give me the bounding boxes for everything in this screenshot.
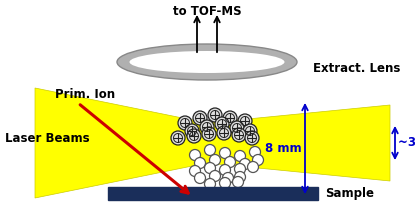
Circle shape bbox=[223, 111, 237, 125]
Circle shape bbox=[208, 108, 222, 122]
Circle shape bbox=[239, 159, 251, 169]
Circle shape bbox=[220, 165, 230, 176]
Circle shape bbox=[205, 178, 215, 190]
Circle shape bbox=[232, 176, 244, 188]
Text: Laser Beams: Laser Beams bbox=[5, 132, 90, 145]
Circle shape bbox=[234, 171, 246, 182]
Circle shape bbox=[234, 163, 246, 175]
Circle shape bbox=[202, 127, 216, 141]
Circle shape bbox=[190, 149, 200, 161]
Text: Sample: Sample bbox=[325, 186, 374, 200]
Ellipse shape bbox=[129, 51, 285, 73]
Text: Prim. Ion: Prim. Ion bbox=[55, 89, 115, 101]
Circle shape bbox=[195, 173, 205, 184]
Circle shape bbox=[205, 163, 215, 173]
Circle shape bbox=[245, 131, 259, 145]
Circle shape bbox=[252, 155, 264, 165]
Circle shape bbox=[190, 165, 200, 176]
Circle shape bbox=[243, 124, 257, 138]
Circle shape bbox=[185, 124, 199, 138]
Circle shape bbox=[230, 121, 244, 135]
Circle shape bbox=[205, 145, 215, 155]
Circle shape bbox=[232, 128, 246, 142]
Circle shape bbox=[215, 117, 229, 131]
Circle shape bbox=[200, 120, 214, 134]
Circle shape bbox=[249, 147, 261, 157]
Circle shape bbox=[220, 178, 230, 188]
Text: Extract. Lens: Extract. Lens bbox=[313, 62, 400, 74]
Circle shape bbox=[193, 111, 207, 125]
Circle shape bbox=[238, 114, 252, 128]
Text: 8 mm: 8 mm bbox=[265, 142, 302, 155]
Circle shape bbox=[178, 116, 192, 130]
Circle shape bbox=[225, 157, 235, 167]
Text: ~3 mm: ~3 mm bbox=[398, 136, 415, 149]
Circle shape bbox=[217, 126, 231, 140]
Circle shape bbox=[171, 131, 185, 145]
Polygon shape bbox=[35, 88, 390, 198]
Circle shape bbox=[195, 157, 205, 169]
Circle shape bbox=[247, 161, 259, 173]
Ellipse shape bbox=[117, 44, 297, 80]
Text: to TOF-MS: to TOF-MS bbox=[173, 5, 241, 18]
Circle shape bbox=[210, 171, 220, 182]
Circle shape bbox=[222, 173, 234, 184]
Circle shape bbox=[187, 129, 201, 143]
Circle shape bbox=[210, 155, 220, 165]
Circle shape bbox=[234, 151, 246, 161]
Bar bbox=[108, 187, 318, 200]
Circle shape bbox=[220, 147, 230, 159]
